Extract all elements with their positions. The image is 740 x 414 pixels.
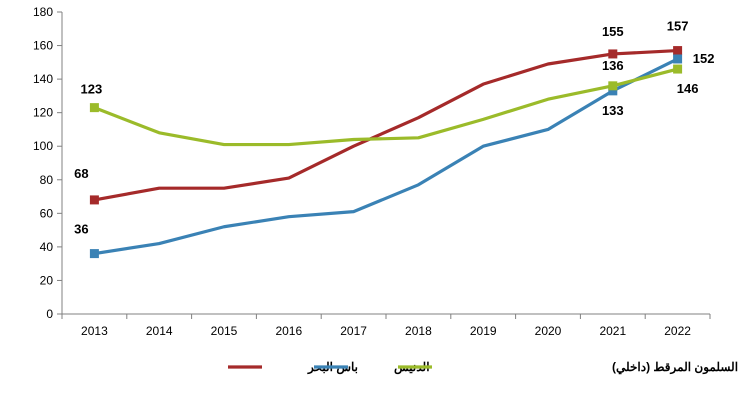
x-tick-label: 2013	[81, 324, 108, 338]
x-tick-label: 2020	[535, 324, 562, 338]
data-label: 36	[74, 222, 88, 237]
legend-label-2: سمك السلمون المرقط (داخلي)	[612, 360, 740, 375]
y-tick-label: 140	[33, 72, 53, 86]
x-tick-label: 2018	[405, 324, 432, 338]
data-marker	[608, 86, 618, 96]
y-tick-label: 40	[40, 240, 54, 254]
data-marker	[89, 195, 99, 205]
series-line-0	[92, 48, 680, 202]
data-markers	[89, 46, 683, 259]
x-tick-label: 2017	[340, 324, 367, 338]
y-tick-label: 0	[46, 307, 53, 321]
y-tick-label: 20	[40, 273, 54, 287]
axes: 0 20 40 60 80 100 120 140 160 180 2013 2014 2015 2016…	[33, 5, 711, 338]
data-label: 155	[602, 24, 624, 39]
data-label: 68	[74, 166, 88, 181]
y-tick-label: 160	[33, 39, 53, 53]
y-tick-label: 180	[33, 5, 53, 19]
x-tick-label: 2022	[664, 324, 691, 338]
y-tick-label: 60	[40, 206, 54, 220]
data-marker	[89, 103, 99, 113]
series-line-2	[92, 67, 680, 147]
x-tick-label: 2019	[470, 324, 497, 338]
data-marker	[673, 54, 683, 64]
data-label: 157	[667, 19, 689, 34]
y-tick-label: 120	[33, 106, 53, 120]
x-tick-label: 2016	[275, 324, 302, 338]
x-tick-label: 2014	[146, 324, 173, 338]
x-tick-label: 2015	[211, 324, 238, 338]
data-marker	[673, 46, 683, 56]
series-lines	[92, 48, 680, 256]
data-label: 146	[677, 81, 699, 96]
data-label: 123	[81, 82, 103, 97]
y-tick-label: 100	[33, 139, 53, 153]
data-marker	[608, 81, 618, 91]
data-label: 152	[693, 51, 715, 66]
data-marker	[89, 249, 99, 259]
data-marker	[673, 64, 683, 74]
series-line-1	[92, 57, 680, 256]
data-label: 136	[602, 58, 624, 73]
y-tick-label: 80	[40, 173, 54, 187]
data-marker	[608, 49, 618, 59]
data-label: 133	[602, 103, 624, 118]
x-tick-label: 2021	[599, 324, 626, 338]
data-labels: 68 155 157 36 133 152 123 136 146	[74, 19, 714, 237]
legend: باس البحرالدنيسسمك السلمون المرقط (داخلي…	[228, 360, 740, 375]
